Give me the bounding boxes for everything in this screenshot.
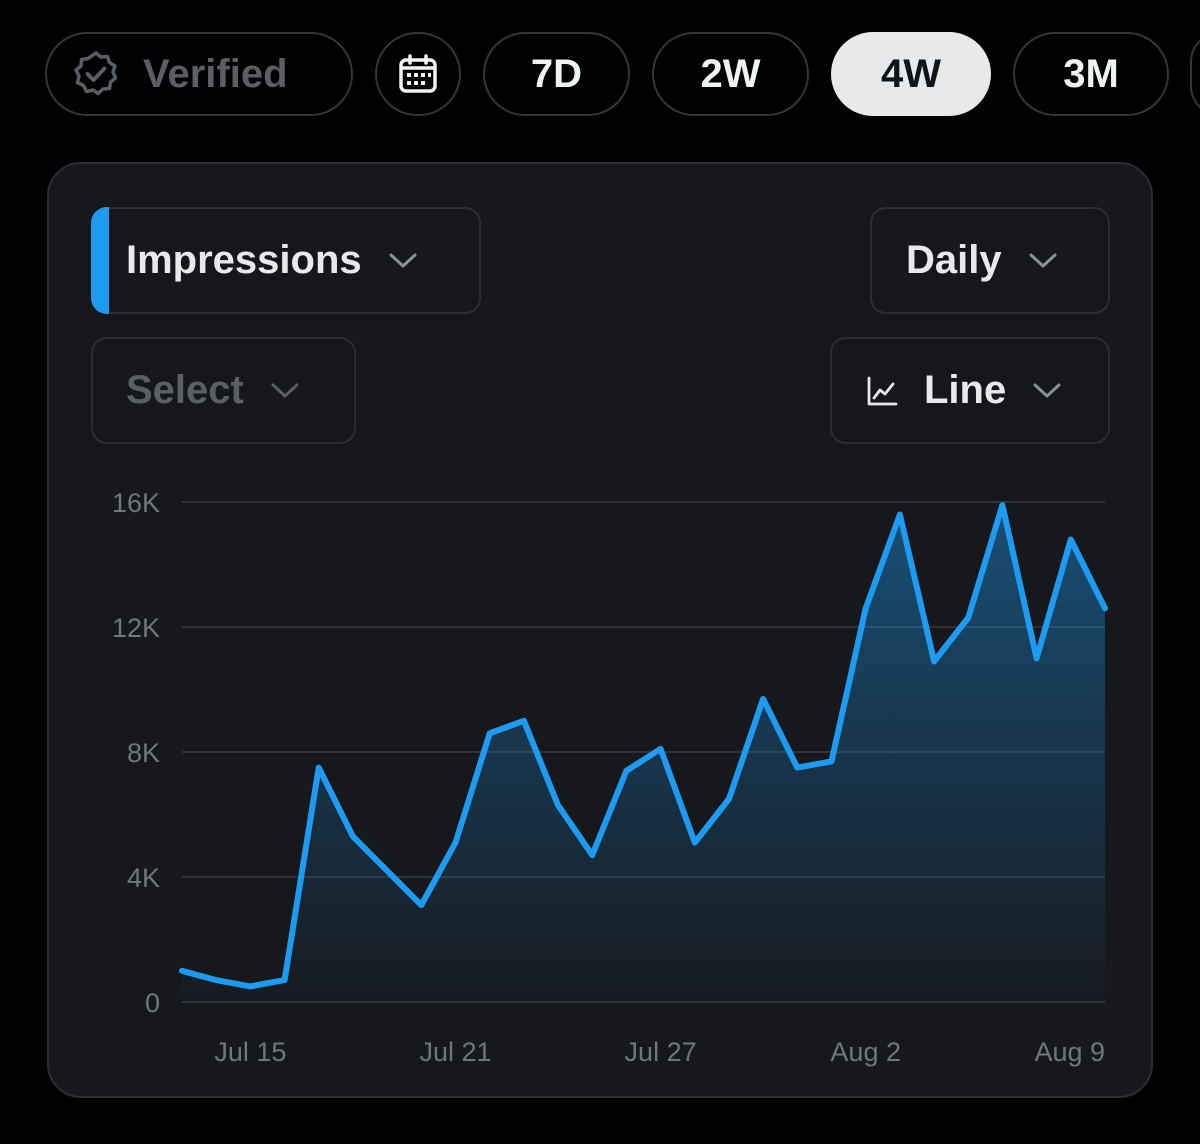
x-tick-label: Aug 2 bbox=[830, 1037, 901, 1067]
data-point bbox=[487, 730, 493, 736]
data-point bbox=[453, 840, 459, 846]
interval-label: Daily bbox=[906, 238, 1002, 282]
verified-filter-button[interactable]: Verified bbox=[45, 32, 353, 116]
data-point bbox=[692, 840, 698, 846]
chevron-down-icon bbox=[1033, 383, 1061, 397]
data-point bbox=[623, 768, 629, 774]
data-point bbox=[760, 696, 766, 702]
data-point bbox=[1034, 655, 1040, 661]
data-point bbox=[829, 758, 835, 764]
impressions-area bbox=[182, 505, 1105, 1002]
y-tick-label: 12K bbox=[112, 613, 160, 643]
data-point bbox=[863, 605, 869, 611]
y-tick-label: 16K bbox=[112, 488, 160, 518]
data-point bbox=[1102, 605, 1108, 611]
range-3m-button[interactable]: 3M bbox=[1013, 32, 1169, 116]
x-tick-label: Jul 15 bbox=[214, 1037, 286, 1067]
line-chart-icon bbox=[867, 376, 898, 405]
y-tick-label: 0 bbox=[145, 988, 160, 1018]
data-point bbox=[794, 765, 800, 771]
range-3m-label: 3M bbox=[1063, 51, 1119, 96]
data-point bbox=[897, 512, 903, 518]
range-4w-label: 4W bbox=[881, 51, 941, 96]
data-point bbox=[350, 833, 356, 839]
date-picker-button[interactable] bbox=[375, 32, 461, 116]
data-point bbox=[384, 868, 390, 874]
x-tick-label: Aug 9 bbox=[1034, 1037, 1105, 1067]
data-point bbox=[1068, 537, 1074, 543]
y-tick-label: 4K bbox=[127, 863, 160, 893]
compare-placeholder: Select bbox=[126, 368, 244, 412]
data-point bbox=[282, 977, 288, 983]
data-point bbox=[726, 796, 732, 802]
range-2w-button[interactable]: 2W bbox=[652, 32, 809, 116]
data-point bbox=[931, 658, 937, 664]
data-point bbox=[418, 902, 424, 908]
data-point bbox=[965, 615, 971, 621]
metric-label: Impressions bbox=[126, 238, 362, 282]
x-tick-label: Jul 27 bbox=[625, 1037, 697, 1067]
chart-type-dropdown[interactable]: Line bbox=[830, 337, 1110, 444]
chevron-down-icon bbox=[389, 253, 417, 267]
data-point bbox=[521, 718, 527, 724]
data-point bbox=[179, 968, 185, 974]
range-7d-button[interactable]: 7D bbox=[483, 32, 630, 116]
chevron-down-icon bbox=[1029, 253, 1057, 267]
verified-badge-icon bbox=[74, 51, 118, 96]
range-4w-button[interactable]: 4W bbox=[831, 32, 991, 116]
x-tick-label: Jul 21 bbox=[419, 1037, 491, 1067]
interval-dropdown[interactable]: Daily bbox=[870, 207, 1110, 314]
data-point bbox=[999, 502, 1005, 508]
range-2w-label: 2W bbox=[700, 51, 761, 96]
y-tick-label: 8K bbox=[127, 738, 160, 768]
compare-metric-dropdown[interactable]: Select bbox=[91, 337, 356, 444]
data-point bbox=[316, 765, 322, 771]
data-point bbox=[247, 983, 253, 989]
metric-color-indicator bbox=[91, 207, 109, 314]
verified-label: Verified bbox=[143, 51, 288, 96]
data-point bbox=[589, 852, 595, 858]
data-point bbox=[658, 746, 664, 752]
chevron-down-icon bbox=[271, 383, 299, 397]
metric-dropdown[interactable]: Impressions bbox=[91, 207, 481, 314]
data-point bbox=[213, 977, 219, 983]
range-7d-label: 7D bbox=[530, 51, 583, 96]
calendar-icon bbox=[399, 54, 437, 93]
data-point bbox=[555, 802, 561, 808]
impressions-line bbox=[179, 502, 1108, 990]
chart-type-label: Line bbox=[924, 368, 1007, 412]
